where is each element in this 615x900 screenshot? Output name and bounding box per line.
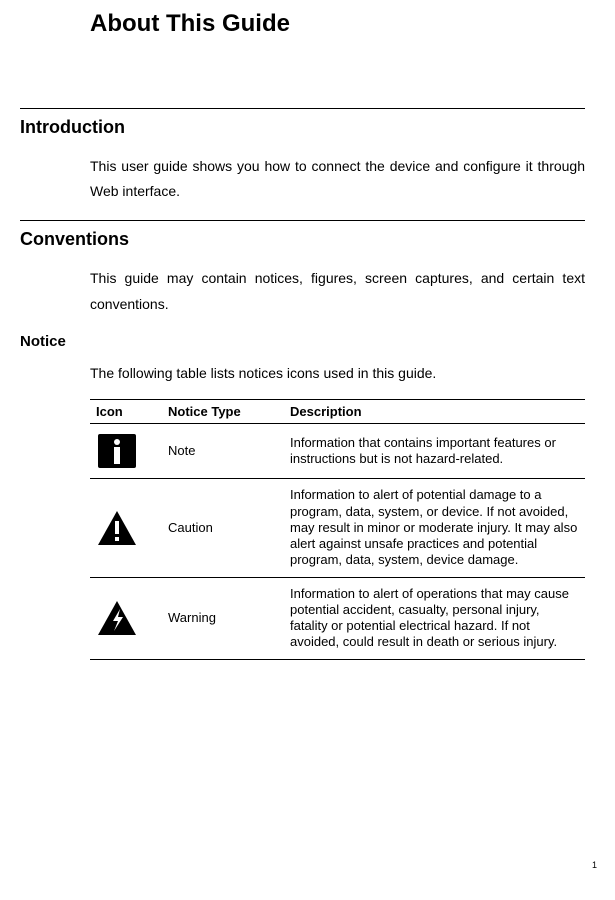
heading-notice: Notice — [20, 333, 585, 350]
warning-icon — [96, 599, 138, 637]
type-cell: Note — [162, 424, 284, 479]
type-cell: Caution — [162, 479, 284, 577]
table-row: Warning Information to alert of operatio… — [90, 577, 585, 659]
icon-cell — [90, 424, 162, 479]
conventions-body: This guide may contain notices, figures,… — [90, 266, 585, 316]
table-row: Note Information that contains important… — [90, 424, 585, 479]
rule-top — [20, 108, 585, 109]
table-header-row: Icon Notice Type Description — [90, 400, 585, 424]
th-type: Notice Type — [162, 400, 284, 424]
page-number: 1 — [592, 860, 597, 870]
icon-cell — [90, 577, 162, 659]
notice-body: The following table lists notices icons … — [90, 364, 585, 384]
desc-cell: Information to alert of operations that … — [284, 577, 585, 659]
desc-cell: Information that contains important feat… — [284, 424, 585, 479]
intro-body: This user guide shows you how to connect… — [90, 154, 585, 204]
heading-conventions: Conventions — [20, 229, 585, 250]
table-row: Caution Information to alert of potentia… — [90, 479, 585, 577]
notice-table: Icon Notice Type Description Note Inform… — [90, 399, 585, 659]
icon-cell — [90, 479, 162, 577]
heading-introduction: Introduction — [20, 117, 585, 138]
th-icon: Icon — [90, 400, 162, 424]
note-icon — [96, 432, 138, 470]
caution-icon — [96, 509, 138, 547]
type-cell: Warning — [162, 577, 284, 659]
desc-cell: Information to alert of potential damage… — [284, 479, 585, 577]
rule-sep-1 — [20, 220, 585, 221]
th-desc: Description — [284, 400, 585, 424]
page-title: About This Guide — [90, 10, 585, 38]
